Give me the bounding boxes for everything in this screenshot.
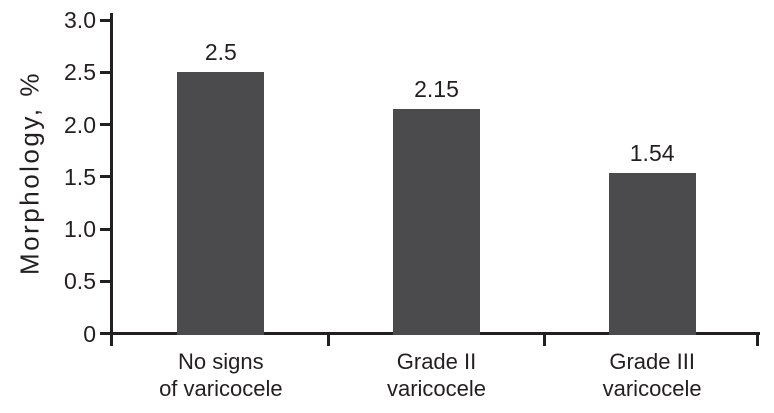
bar	[608, 172, 696, 335]
x-category-label: Grade II varicocele	[329, 348, 545, 402]
y-tick-label: 1.0	[64, 216, 96, 242]
x-tick	[755, 335, 759, 346]
y-tick-label: 0	[83, 320, 96, 347]
x-category-label-line: No signs	[178, 349, 264, 374]
y-axis-line	[110, 13, 113, 346]
y-tick	[100, 70, 111, 74]
x-category-label: Grade III varicocele	[544, 348, 760, 402]
x-tick	[327, 335, 331, 346]
y-tick	[100, 227, 111, 231]
y-tick-label: 0.5	[64, 268, 96, 295]
y-tick	[100, 279, 111, 283]
bar	[177, 72, 265, 335]
y-tick-label: 1.5	[64, 163, 96, 190]
bar-value-label: 1.54	[629, 139, 675, 166]
y-tick	[100, 18, 111, 22]
x-category-label-line: Grade II	[396, 349, 477, 374]
y-tick-label: 2.5	[64, 59, 96, 86]
x-category-label: No signs of varicocele	[113, 348, 329, 402]
y-tick-label: 3.0	[64, 7, 96, 33]
x-category-label-line: Grade III	[609, 349, 695, 374]
x-category-label-line: varicocele	[386, 376, 487, 401]
y-tick-label: 2.0	[64, 111, 96, 138]
x-tick	[542, 335, 546, 346]
bar-value-label: 2.15	[414, 75, 459, 102]
y-tick	[100, 123, 111, 126]
bar	[393, 108, 480, 335]
x-category-label-line: varicocele	[602, 376, 702, 401]
y-tick	[100, 332, 111, 335]
y-tick	[100, 175, 111, 179]
bar-value-label: 2.5	[204, 39, 237, 66]
x-category-label-line: of varicocele	[159, 376, 283, 401]
